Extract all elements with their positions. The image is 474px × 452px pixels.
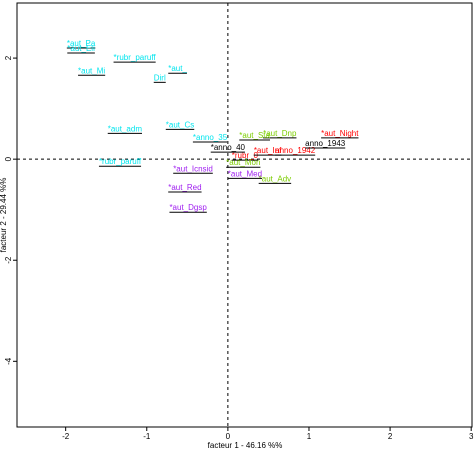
y-tick-label: -2 bbox=[4, 256, 13, 264]
y-axis-label: facteur 2 - 29.44 %% bbox=[0, 178, 8, 253]
point-label: *aut_Pa bbox=[67, 39, 96, 48]
point-label: *aut_Dgsp bbox=[169, 203, 207, 212]
point-label: *aut_Med bbox=[228, 169, 262, 178]
x-tick-label: 1 bbox=[307, 432, 312, 441]
point-label: *aut_Dnp bbox=[263, 129, 297, 138]
y-tick-label: -4 bbox=[4, 357, 13, 365]
point-label: *rubr_paruff bbox=[99, 157, 142, 166]
x-tick-label: 3 bbox=[469, 432, 474, 441]
x-axis-label: facteur 1 - 46.16 %% bbox=[208, 441, 283, 450]
point-label: *aut_Mi bbox=[78, 66, 105, 75]
point-label: anno_1943 bbox=[305, 139, 346, 148]
point-label: *aut_Red bbox=[168, 183, 201, 192]
x-tick-label: 2 bbox=[388, 432, 393, 441]
x-tick-label: -1 bbox=[143, 432, 151, 441]
point-label: *rubr_paruff bbox=[114, 53, 157, 62]
point-label: *aut_ bbox=[168, 64, 187, 73]
point-label: *aut_Sta bbox=[239, 131, 270, 140]
point-label: *aut_Icnsid bbox=[173, 164, 213, 173]
x-tick-label: -2 bbox=[62, 432, 70, 441]
y-tick-label: 2 bbox=[4, 55, 13, 60]
point-label: *aut_adm bbox=[108, 124, 143, 133]
point-label: *aut_Inf bbox=[254, 146, 282, 155]
plot-frame bbox=[16, 2, 473, 428]
point-label: *aut_Adv bbox=[259, 174, 291, 183]
point-label: *aut_Night bbox=[321, 129, 359, 138]
point-label: anno_1942 bbox=[275, 146, 316, 155]
x-tick-label: 0 bbox=[226, 432, 231, 441]
point-label: *aut_Cs bbox=[166, 120, 194, 129]
point-label: *anno_35 bbox=[193, 133, 228, 142]
point-label: *anno_40 bbox=[211, 143, 246, 152]
point-label: *aut_Eli bbox=[67, 44, 95, 53]
y-tick-label: 0 bbox=[4, 156, 13, 161]
point-label: *rubr_0 bbox=[232, 151, 259, 160]
point-label: Dirl bbox=[154, 73, 166, 82]
point-label: *aut_Mon bbox=[226, 158, 260, 167]
